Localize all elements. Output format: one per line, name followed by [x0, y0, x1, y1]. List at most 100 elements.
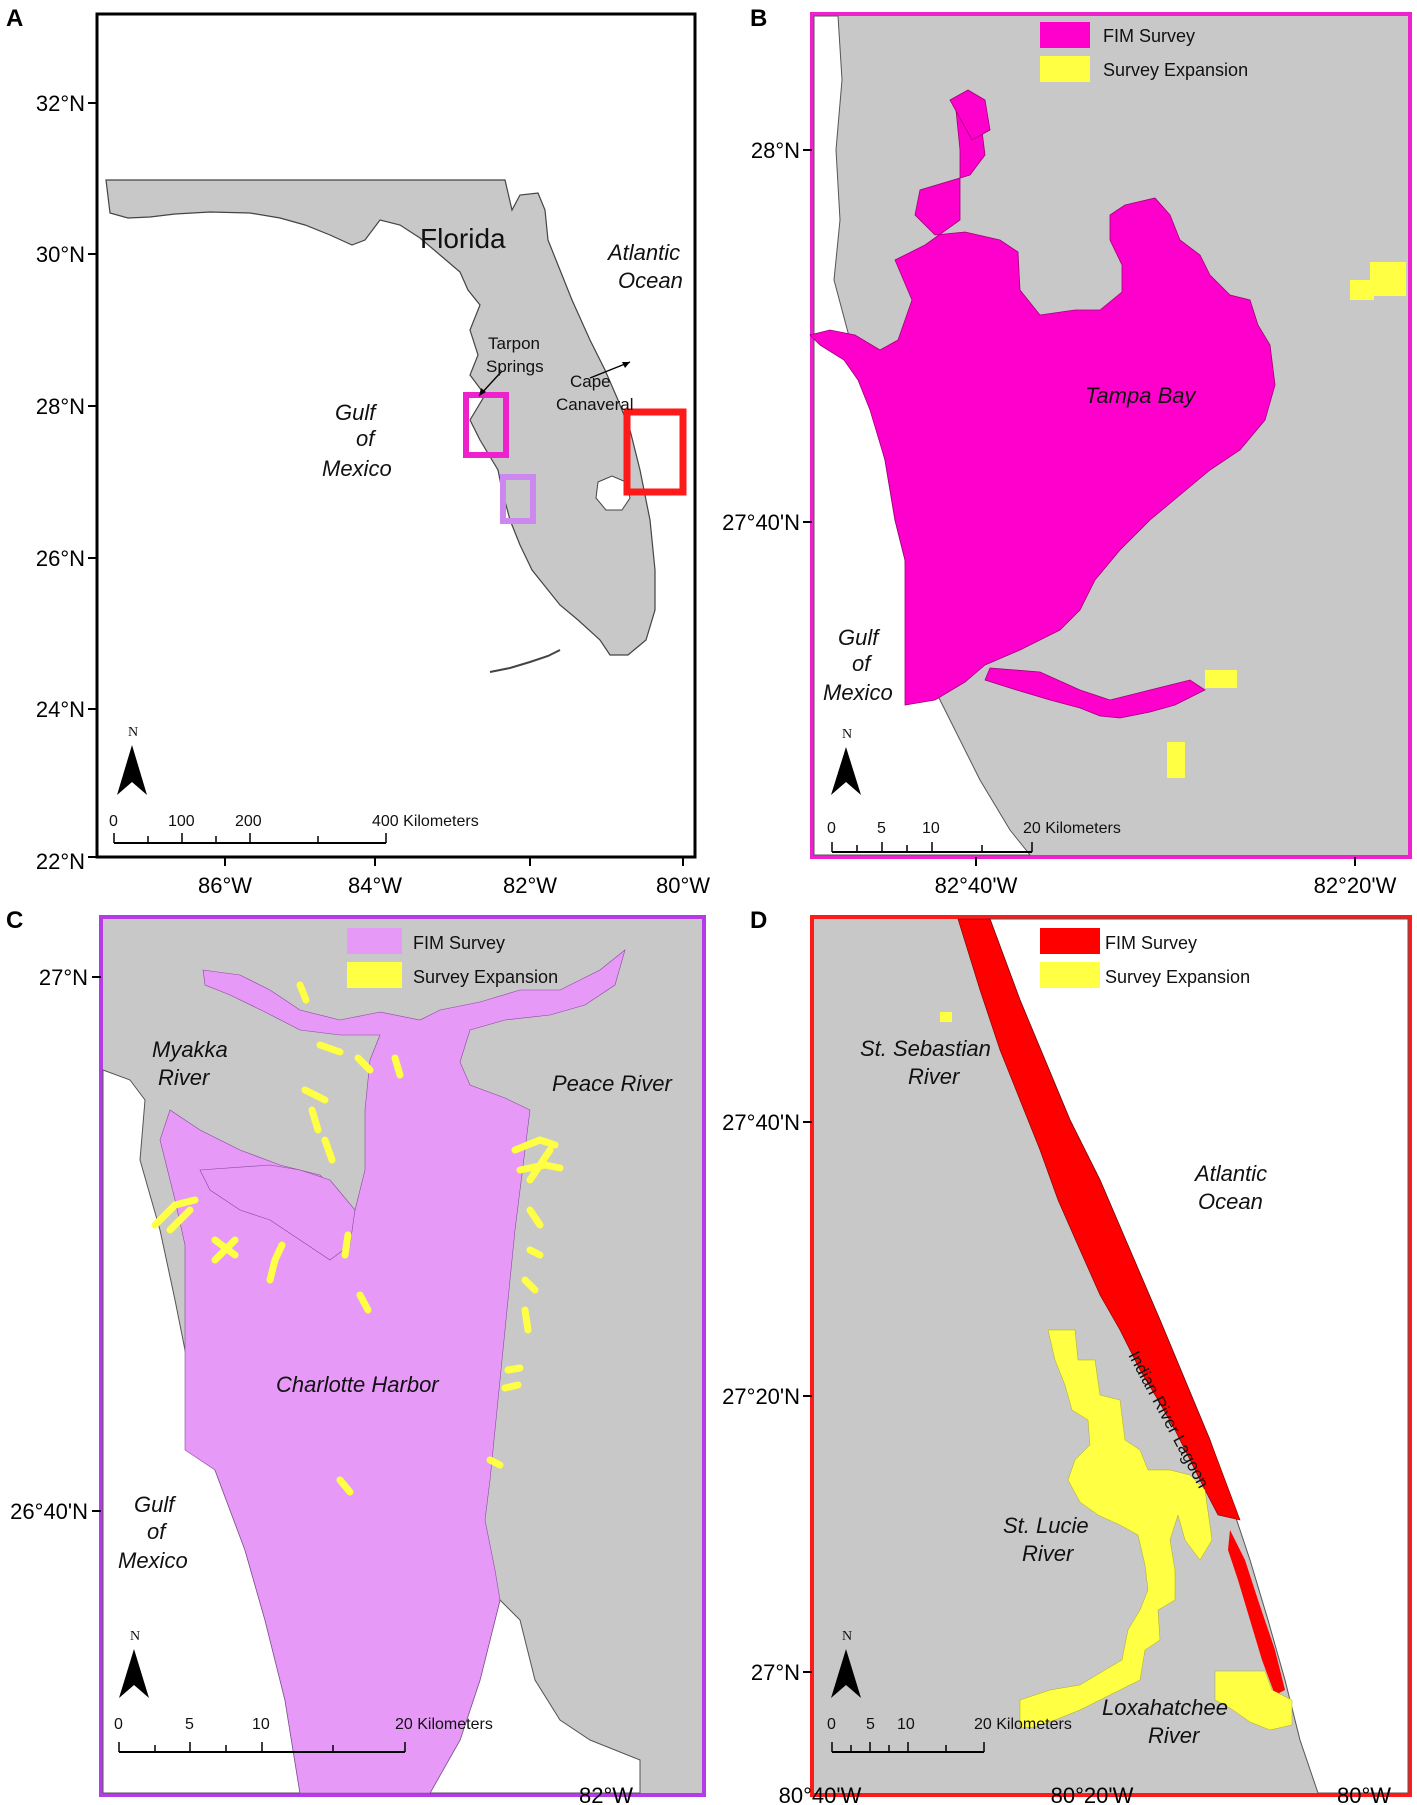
legend-b-exp: Survey Expansion: [1103, 60, 1248, 80]
lon-tick-a-0: 86°W: [198, 873, 252, 898]
scale-b-2: 10: [922, 820, 940, 837]
lon-tick-c-0: 82°W: [579, 1783, 633, 1805]
label-gulf-b: Gulf: [838, 625, 881, 650]
panel-d: D FIM Survey Survey Expansion St. Sebast…: [722, 907, 1412, 1805]
scale-a-1: 100: [168, 813, 195, 830]
panel-letter-c: C: [6, 907, 23, 934]
panel-a-lat-ticks: 32°N 30°N 28°N 26°N 24°N 22°N: [36, 91, 85, 874]
cape-arrowhead: [622, 362, 630, 368]
label-springs: Springs: [486, 357, 544, 376]
label-st-sebastian: St. Sebastian: [860, 1036, 991, 1061]
lat-tick-a-1: 30°N: [36, 242, 85, 267]
lon-tick-b-1: 82°20'W: [1314, 873, 1397, 898]
panel-a-lon-tick-marks: [224, 857, 684, 866]
myakka-arm: [199, 1164, 356, 1261]
legend-d-fim: FIM Survey: [1105, 933, 1197, 953]
scale-a-3: 400 Kilometers: [372, 813, 479, 830]
loxahatchee-expansion: [1214, 1670, 1293, 1731]
lat-tick-b-0: 28°N: [751, 138, 800, 163]
label-charlotte-harbor: Charlotte Harbor: [276, 1372, 440, 1397]
north-arrow-a: [117, 745, 147, 795]
lat-tick-c-0: 27°N: [39, 965, 88, 990]
label-atlantic-d: Atlantic: [1193, 1161, 1267, 1186]
label-mexico-a: Mexico: [322, 456, 392, 481]
lon-tick-d-0: 80°40'W: [779, 1783, 862, 1805]
lon-tick-a-1: 84°W: [348, 873, 402, 898]
label-myakka-river: River: [158, 1065, 211, 1090]
lat-tick-a-2: 28°N: [36, 394, 85, 419]
lat-tick-c-1: 26°40'N: [10, 1499, 88, 1524]
north-arrow-d: [831, 1649, 861, 1698]
florida-keys: [489, 649, 561, 673]
label-florida: Florida: [420, 223, 506, 254]
legend-c-fim: FIM Survey: [413, 933, 505, 953]
lat-tick-a-3: 26°N: [36, 546, 85, 571]
legend-b-fim: FIM Survey: [1103, 26, 1195, 46]
legend-d-exp: Survey Expansion: [1105, 967, 1250, 987]
panel-a-lon-ticks: 86°W 84°W 82°W 80°W: [198, 873, 710, 898]
label-myakka: Myakka: [152, 1037, 228, 1062]
scale-a-2: 200: [235, 813, 262, 830]
legend-swatch-d-exp: [1040, 962, 1100, 988]
label-tarpon: Tarpon: [488, 334, 540, 353]
st-lucie-expansion: [1019, 1329, 1213, 1729]
panel-a-lat-tick-marks: [88, 102, 97, 858]
lat-tick-d-1: 27°20'N: [722, 1384, 800, 1409]
panel-b-lat-ticks: 28°N 27°40'N: [722, 138, 800, 535]
scale-d-1: 5: [866, 1716, 875, 1733]
north-n-b: N: [842, 727, 852, 742]
label-mexico-c: Mexico: [118, 1548, 188, 1573]
charlotte-expansions: [151, 981, 564, 1496]
scale-bar-b: 0 5 10 20 Kilometers: [827, 820, 1121, 853]
lon-tick-a-2: 82°W: [503, 873, 557, 898]
scale-a-0: 0: [109, 813, 118, 830]
north-arrow-c: [119, 1649, 149, 1698]
label-st-lucie: St. Lucie: [1003, 1513, 1089, 1538]
north-n-c: N: [130, 1629, 140, 1644]
lake-okeechobee: [595, 475, 631, 511]
lat-tick-a-4: 24°N: [36, 697, 85, 722]
label-gulf-c: Gulf: [134, 1492, 177, 1517]
north-n-d: N: [842, 1629, 852, 1644]
scale-bar-d: 0 5 10 20 Kilometers: [827, 1716, 1072, 1753]
label-gulf-a: Gulf: [335, 400, 378, 425]
tarpon-arrowhead: [479, 388, 486, 396]
panel-letter-d: D: [750, 907, 767, 934]
expansion-b-1: [1370, 262, 1406, 296]
panel-d-lat-ticks: 27°40'N 27°20'N 27°N: [722, 1110, 800, 1685]
expansion-b-3: [1205, 670, 1237, 688]
lat-tick-a-5: 22°N: [36, 849, 85, 874]
panel-d-lat-tick-marks: [803, 1121, 812, 1673]
lon-tick-b-0: 82°40'W: [935, 873, 1018, 898]
cape-arrow: [589, 361, 631, 379]
scale-b-0: 0: [827, 820, 836, 837]
legend-c-exp: Survey Expansion: [413, 967, 558, 987]
label-loxahatchee-river: River: [1148, 1723, 1201, 1748]
label-mexico-b: Mexico: [823, 680, 893, 705]
panel-letter-a: A: [6, 5, 23, 32]
label-ocean: Ocean: [618, 268, 683, 293]
indian-river-box: [623, 408, 687, 496]
panel-c: C FIM Survey Survey Expansion Myakka Riv…: [6, 907, 706, 1805]
manatee-river-survey: [984, 667, 1206, 719]
scale-bar-a: 0 100 200 400 Kilometers: [109, 813, 479, 844]
scale-bar-c: 0 5 10 20 Kilometers: [114, 1716, 493, 1753]
lon-tick-a-3: 80°W: [656, 873, 710, 898]
panel-b-lon-tick-marks: [975, 857, 1356, 866]
panel-letter-b: B: [750, 5, 767, 32]
lon-tick-d-2: 80°W: [1337, 1783, 1391, 1805]
label-canaveral: Canaveral: [556, 395, 634, 414]
lon-tick-d-1: 80°20'W: [1051, 1783, 1134, 1805]
tampa-bay-survey: [809, 99, 1276, 706]
label-cape: Cape: [570, 372, 611, 391]
tampa-box: [463, 392, 509, 458]
label-peace-river: Peace River: [552, 1071, 674, 1096]
panel-b-lat-tick-marks: [803, 149, 812, 523]
legend-swatch-c-fim: [347, 928, 402, 954]
legend-swatch-d-fim: [1040, 928, 1100, 954]
panel-a: A Florida Atlantic Ocean Tarpon Springs …: [6, 5, 710, 898]
legend-swatch-c-exp: [347, 962, 402, 988]
panel-b: B FIM Survey Survey Expansion Tampa Bay …: [722, 5, 1412, 898]
panel-c-lon-ticks: 82°W: [579, 1783, 633, 1805]
